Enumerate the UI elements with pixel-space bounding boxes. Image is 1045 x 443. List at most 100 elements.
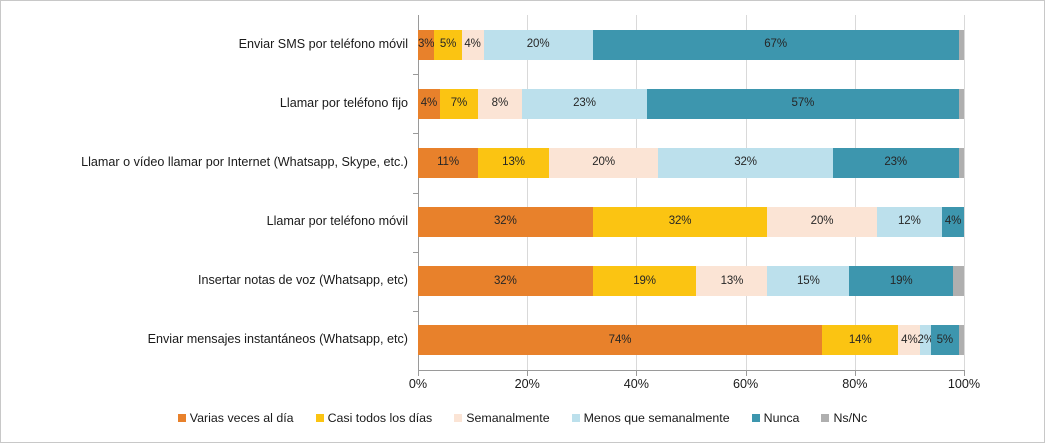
bar-segment: 19% [592,266,697,297]
bar-segment: 57% [647,88,959,119]
legend-item[interactable]: Casi todos los días [315,411,433,425]
bar-segment-value: 4% [464,37,481,50]
bar-segment-value: 23% [884,156,908,169]
legend-label: Casi todos los días [327,411,433,425]
legend-label: Semanalmente [466,411,550,425]
legend-item[interactable]: Menos que semanalmente [571,411,730,425]
x-axis-tick [418,371,419,376]
y-axis-tick [413,74,418,75]
bar-segment: 23% [832,147,959,178]
y-axis-tick [413,133,418,134]
x-axis-tick [527,371,529,376]
bar-segment: 3% [417,29,435,60]
bar-segment-value: 4% [944,215,962,228]
bar-segment: 74% [418,325,823,356]
gridline [964,15,965,370]
y-axis-tick [413,193,418,194]
legend-swatch [571,414,580,423]
bar-segment: 13% [696,266,768,297]
bar-segment-value: 3% [417,37,435,50]
bar-segment: 4% [942,207,964,238]
legend-swatch [454,414,463,423]
bar-segment-value: 20% [592,156,615,169]
bar-segment: 5% [434,29,462,60]
plot-area [418,15,964,370]
bar-segment: 12% [876,207,943,238]
gridline [745,15,747,370]
bar-segment: 4% [898,325,921,356]
bar-segment-value: 19% [889,274,913,287]
category-label: Enviar mensajes instantáneos (Whatsapp, … [147,332,408,347]
bar-segment-value: 5% [439,37,457,50]
bar-segment-value: 12% [898,215,921,228]
bar-segment-value: 2% [917,333,935,346]
legend-label: Ns/Nc [833,411,868,425]
x-axis-line [418,370,965,371]
bar-segment: 20% [767,207,877,238]
x-axis-tick [854,371,856,376]
x-axis-tick [636,371,638,376]
bar-row: 3% 5% 4% 20% 67% [417,29,964,60]
legend-item[interactable]: Nunca [751,411,800,425]
bar-segment: 11% [418,147,479,178]
category-label: Llamar por teléfono móvil [266,214,408,229]
bar-segment-value: 32% [668,215,692,228]
bar-segment: 19% [849,266,954,297]
bar-segment-value: 5% [936,333,954,346]
bar-segment-value: 32% [734,156,757,169]
bar-segment: 4% [461,29,484,60]
y-axis-tick [413,311,418,312]
category-label: Enviar SMS por teléfono móvil [238,36,408,51]
bar-segment: 2% [917,325,935,356]
bar-segment-value: 15% [797,274,820,287]
x-axis-label: 0% [408,377,428,391]
bar-segment: 20% [549,147,659,178]
category-label: Insertar notas de voz (Whatsapp, etc) [198,273,408,288]
bar-segment-value: 23% [573,97,596,109]
y-axis-line [418,15,419,370]
bar-row: 74% 14% 4% 2% 5% [418,325,964,356]
bar-segment [958,88,964,119]
bar-segment [958,29,964,60]
bar-segment-value: 19% [633,274,656,287]
legend-swatch [821,414,830,423]
legend-label: Menos que semanalmente [583,411,730,425]
bar-segment: 15% [767,266,850,297]
bar-segment-value: 11% [437,156,459,169]
bar-segment-value: 8% [491,97,509,109]
bar-segment: 32% [592,207,768,238]
category-label: Llamar por teléfono fijo [279,95,408,110]
bar-row: 11% 13% 20% 32% 23% [418,147,964,178]
bar-segment: 67% [592,29,959,60]
x-axis-label: 100% [947,377,981,391]
x-axis-label: 80% [842,377,868,391]
bar-segment-value: 32% [494,215,517,228]
legend-item[interactable]: Varias veces al día [177,412,294,424]
bar-segment-value: 57% [791,97,815,109]
bar-segment-value: 74% [608,333,632,346]
bar-row: 4% 7% 8% 23% 57% [418,88,964,119]
bar-segment-value: 20% [810,215,834,228]
legend-swatch [177,414,186,423]
x-axis-label: 20% [514,377,540,391]
gridline [527,15,529,370]
bar-segment-value: 4% [420,97,438,109]
bar-segment-value: 67% [764,37,787,50]
legend-item[interactable]: Semanalmente [454,411,550,425]
bar-segment-value: 14% [848,333,872,346]
bar-segment: 4% [418,88,440,119]
legend-swatch [315,414,324,423]
bar-segment: 32% [418,266,593,297]
bar-segment: 5% [931,325,959,356]
bar-segment: 7% [439,88,479,119]
x-axis-label: 60% [732,377,759,391]
bar-segment: 23% [521,88,648,119]
legend-label: Nunca [763,411,800,425]
legend-item[interactable]: Ns/Nc [821,412,867,424]
bar-segment [958,147,964,178]
y-axis-tick [413,252,418,253]
gridline [854,15,856,370]
gridline [636,15,638,370]
legend-swatch [751,414,760,423]
